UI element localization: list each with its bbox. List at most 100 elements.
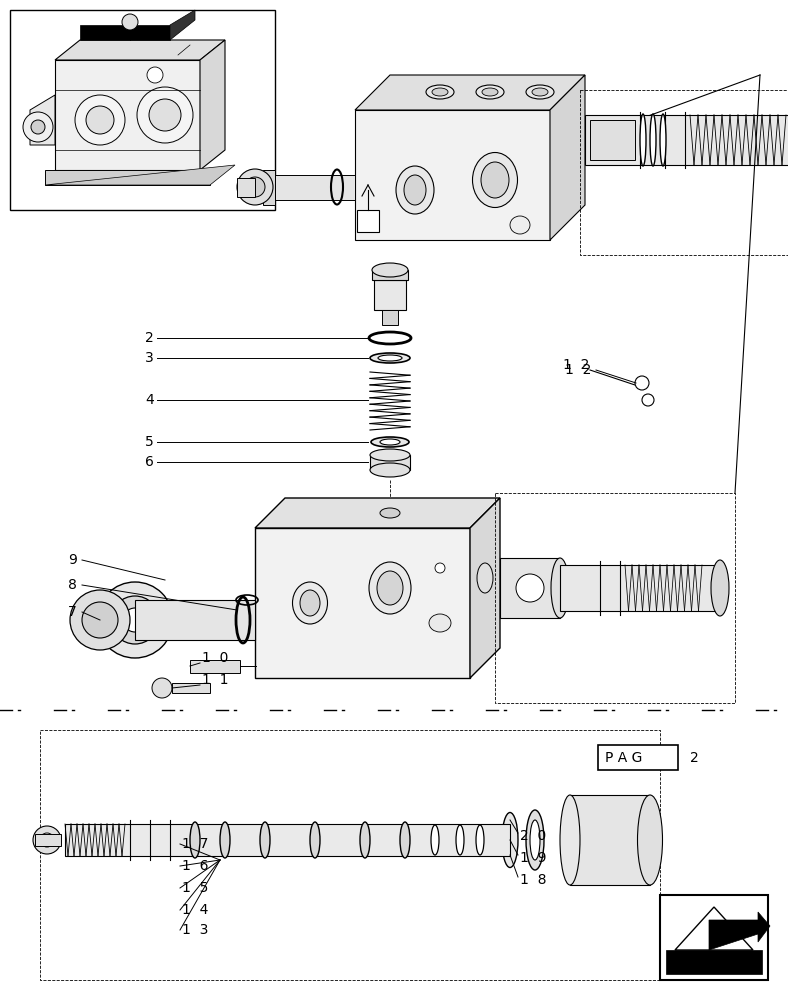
Bar bbox=[10, 10, 275, 210]
Polygon shape bbox=[374, 280, 406, 310]
Circle shape bbox=[111, 596, 159, 644]
Ellipse shape bbox=[377, 571, 403, 605]
Text: 2  0: 2 0 bbox=[520, 829, 546, 843]
Ellipse shape bbox=[476, 85, 504, 99]
Bar bbox=[357, 210, 379, 232]
Circle shape bbox=[435, 563, 445, 573]
Polygon shape bbox=[500, 558, 560, 618]
Polygon shape bbox=[470, 498, 500, 678]
Ellipse shape bbox=[380, 508, 400, 518]
Circle shape bbox=[97, 582, 173, 658]
Circle shape bbox=[75, 95, 125, 145]
Ellipse shape bbox=[426, 85, 454, 99]
Polygon shape bbox=[55, 60, 200, 170]
Polygon shape bbox=[200, 40, 225, 170]
Polygon shape bbox=[55, 40, 225, 60]
Circle shape bbox=[245, 177, 265, 197]
Polygon shape bbox=[237, 178, 255, 197]
Text: 3: 3 bbox=[145, 351, 154, 365]
Text: 2: 2 bbox=[145, 331, 154, 345]
Ellipse shape bbox=[378, 355, 402, 361]
Polygon shape bbox=[172, 683, 210, 693]
Circle shape bbox=[70, 590, 130, 650]
Text: 1  7: 1 7 bbox=[182, 837, 208, 851]
Polygon shape bbox=[550, 75, 585, 240]
Ellipse shape bbox=[370, 449, 410, 461]
Polygon shape bbox=[255, 498, 500, 528]
Polygon shape bbox=[45, 170, 210, 185]
Circle shape bbox=[82, 602, 118, 638]
Ellipse shape bbox=[431, 825, 439, 855]
Text: 5: 5 bbox=[145, 435, 154, 449]
Ellipse shape bbox=[476, 825, 484, 855]
Ellipse shape bbox=[190, 822, 200, 858]
Ellipse shape bbox=[477, 563, 493, 593]
Ellipse shape bbox=[432, 88, 448, 96]
Bar bbox=[598, 745, 678, 770]
Ellipse shape bbox=[456, 825, 464, 855]
Polygon shape bbox=[135, 600, 255, 640]
Polygon shape bbox=[35, 834, 61, 846]
Circle shape bbox=[642, 394, 654, 406]
Circle shape bbox=[149, 99, 181, 131]
Circle shape bbox=[635, 376, 649, 390]
Polygon shape bbox=[263, 170, 275, 205]
Text: 1  5: 1 5 bbox=[182, 881, 208, 895]
Ellipse shape bbox=[530, 820, 540, 860]
Text: 1  0: 1 0 bbox=[202, 651, 229, 665]
Polygon shape bbox=[190, 660, 240, 673]
Text: 8: 8 bbox=[68, 578, 77, 592]
Text: 4: 4 bbox=[145, 393, 154, 407]
Polygon shape bbox=[585, 115, 788, 165]
Circle shape bbox=[137, 87, 193, 143]
Polygon shape bbox=[45, 165, 235, 185]
Polygon shape bbox=[355, 75, 585, 110]
Text: 1  4: 1 4 bbox=[182, 903, 208, 917]
Polygon shape bbox=[255, 528, 470, 678]
Ellipse shape bbox=[429, 614, 451, 632]
Ellipse shape bbox=[551, 558, 569, 618]
Circle shape bbox=[33, 826, 61, 854]
Ellipse shape bbox=[300, 590, 320, 616]
Polygon shape bbox=[355, 110, 550, 240]
Circle shape bbox=[237, 169, 273, 205]
Ellipse shape bbox=[292, 582, 328, 624]
Polygon shape bbox=[666, 950, 762, 974]
Ellipse shape bbox=[502, 812, 518, 867]
Text: 1  1: 1 1 bbox=[202, 673, 229, 687]
Text: 1  8: 1 8 bbox=[520, 873, 547, 887]
Ellipse shape bbox=[370, 463, 410, 477]
Ellipse shape bbox=[369, 562, 411, 614]
Circle shape bbox=[122, 14, 138, 30]
Ellipse shape bbox=[560, 795, 580, 885]
Circle shape bbox=[86, 106, 114, 134]
Polygon shape bbox=[80, 25, 170, 40]
Ellipse shape bbox=[650, 114, 656, 166]
Polygon shape bbox=[590, 120, 635, 160]
Text: 9: 9 bbox=[68, 553, 77, 567]
Polygon shape bbox=[275, 175, 355, 200]
Circle shape bbox=[40, 833, 54, 847]
Circle shape bbox=[152, 678, 172, 698]
Polygon shape bbox=[560, 565, 720, 611]
Polygon shape bbox=[65, 824, 510, 856]
Circle shape bbox=[123, 608, 147, 632]
Ellipse shape bbox=[260, 822, 270, 858]
Circle shape bbox=[23, 112, 53, 142]
Ellipse shape bbox=[220, 822, 230, 858]
Ellipse shape bbox=[481, 162, 509, 198]
Ellipse shape bbox=[526, 85, 554, 99]
Bar bbox=[660, 895, 768, 980]
Text: 2: 2 bbox=[690, 751, 699, 765]
Text: 6: 6 bbox=[145, 455, 154, 469]
Polygon shape bbox=[30, 95, 55, 145]
Ellipse shape bbox=[372, 263, 408, 277]
Ellipse shape bbox=[404, 175, 426, 205]
Ellipse shape bbox=[370, 353, 410, 363]
Text: 1  3: 1 3 bbox=[182, 923, 208, 937]
Polygon shape bbox=[372, 270, 408, 280]
Ellipse shape bbox=[482, 88, 498, 96]
Ellipse shape bbox=[396, 166, 434, 214]
Circle shape bbox=[516, 574, 544, 602]
Polygon shape bbox=[370, 455, 410, 470]
